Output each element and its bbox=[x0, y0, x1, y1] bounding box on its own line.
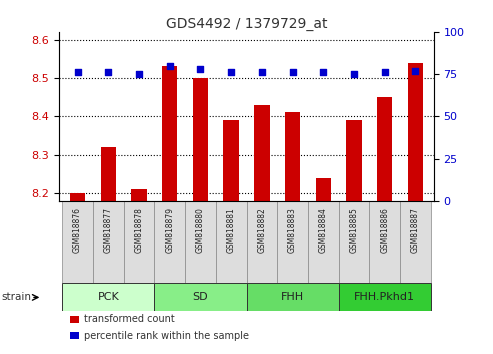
Bar bbox=[277, 201, 308, 283]
Bar bbox=[193, 78, 208, 201]
Text: strain: strain bbox=[1, 292, 31, 302]
Bar bbox=[162, 67, 177, 201]
Bar bbox=[124, 201, 154, 283]
Point bbox=[197, 66, 205, 72]
Title: GDS4492 / 1379729_at: GDS4492 / 1379729_at bbox=[166, 17, 327, 31]
Bar bbox=[154, 283, 246, 312]
Bar bbox=[285, 113, 300, 201]
Text: transformed count: transformed count bbox=[83, 314, 174, 324]
Bar bbox=[254, 105, 270, 201]
Bar bbox=[408, 63, 423, 201]
Bar bbox=[70, 193, 85, 201]
Point bbox=[227, 70, 235, 75]
Text: GSM818887: GSM818887 bbox=[411, 207, 420, 253]
Text: GSM818883: GSM818883 bbox=[288, 207, 297, 253]
Text: FHH: FHH bbox=[281, 292, 304, 302]
Bar bbox=[400, 201, 431, 283]
Text: GSM818885: GSM818885 bbox=[350, 207, 358, 253]
Bar bbox=[62, 201, 93, 283]
Bar bbox=[185, 201, 216, 283]
Bar bbox=[101, 147, 116, 201]
Text: GSM818879: GSM818879 bbox=[165, 207, 174, 253]
Text: PCK: PCK bbox=[98, 292, 119, 302]
Bar bbox=[308, 201, 339, 283]
Bar bbox=[346, 120, 362, 201]
Text: percentile rank within the sample: percentile rank within the sample bbox=[83, 331, 248, 341]
Text: FHH.Pkhd1: FHH.Pkhd1 bbox=[354, 292, 415, 302]
Text: GSM818884: GSM818884 bbox=[319, 207, 328, 253]
Bar bbox=[216, 201, 246, 283]
Text: GSM818880: GSM818880 bbox=[196, 207, 205, 253]
Bar bbox=[70, 316, 79, 322]
Bar bbox=[93, 201, 124, 283]
Bar bbox=[223, 120, 239, 201]
Text: GSM818878: GSM818878 bbox=[135, 207, 143, 253]
Point bbox=[135, 71, 143, 77]
Bar bbox=[62, 283, 154, 312]
Bar bbox=[377, 97, 392, 201]
Bar bbox=[154, 201, 185, 283]
Point bbox=[319, 70, 327, 75]
Text: SD: SD bbox=[193, 292, 208, 302]
Bar bbox=[316, 178, 331, 201]
Point bbox=[105, 70, 112, 75]
Text: GSM818882: GSM818882 bbox=[257, 207, 266, 253]
Bar bbox=[246, 201, 277, 283]
Point bbox=[381, 70, 388, 75]
Bar bbox=[369, 201, 400, 283]
Point bbox=[288, 70, 296, 75]
Bar bbox=[70, 332, 79, 339]
Point bbox=[73, 70, 81, 75]
Point bbox=[412, 68, 420, 74]
Text: GSM818886: GSM818886 bbox=[380, 207, 389, 253]
Bar bbox=[246, 283, 339, 312]
Bar bbox=[339, 283, 431, 312]
Point bbox=[350, 71, 358, 77]
Bar bbox=[131, 189, 147, 201]
Point bbox=[258, 70, 266, 75]
Text: GSM818881: GSM818881 bbox=[227, 207, 236, 253]
Text: GSM818877: GSM818877 bbox=[104, 207, 113, 253]
Point bbox=[166, 63, 174, 68]
Text: GSM818876: GSM818876 bbox=[73, 207, 82, 253]
Bar bbox=[339, 201, 369, 283]
